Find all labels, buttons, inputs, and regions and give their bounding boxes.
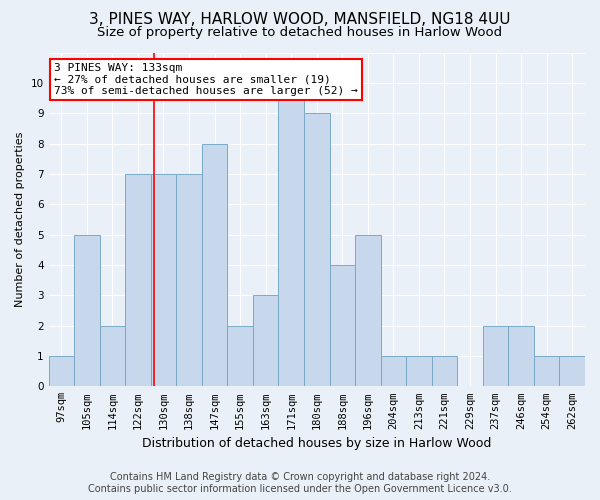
Bar <box>176 174 202 386</box>
Bar <box>227 326 253 386</box>
Bar <box>559 356 585 386</box>
Bar <box>278 83 304 386</box>
Bar <box>406 356 432 386</box>
X-axis label: Distribution of detached houses by size in Harlow Wood: Distribution of detached houses by size … <box>142 437 491 450</box>
Text: 3, PINES WAY, HARLOW WOOD, MANSFIELD, NG18 4UU: 3, PINES WAY, HARLOW WOOD, MANSFIELD, NG… <box>89 12 511 28</box>
Bar <box>355 234 380 386</box>
Text: 3 PINES WAY: 133sqm
← 27% of detached houses are smaller (19)
73% of semi-detach: 3 PINES WAY: 133sqm ← 27% of detached ho… <box>54 62 358 96</box>
Bar <box>74 234 100 386</box>
Y-axis label: Number of detached properties: Number of detached properties <box>15 132 25 307</box>
Bar <box>253 296 278 386</box>
Text: Size of property relative to detached houses in Harlow Wood: Size of property relative to detached ho… <box>97 26 503 39</box>
Bar <box>49 356 74 386</box>
Bar <box>151 174 176 386</box>
Bar <box>380 356 406 386</box>
Bar <box>483 326 508 386</box>
Bar <box>432 356 457 386</box>
Bar <box>329 265 355 386</box>
Bar <box>534 356 559 386</box>
Text: Contains HM Land Registry data © Crown copyright and database right 2024.
Contai: Contains HM Land Registry data © Crown c… <box>88 472 512 494</box>
Bar <box>508 326 534 386</box>
Bar <box>125 174 151 386</box>
Bar <box>202 144 227 386</box>
Bar <box>304 113 329 386</box>
Bar <box>100 326 125 386</box>
